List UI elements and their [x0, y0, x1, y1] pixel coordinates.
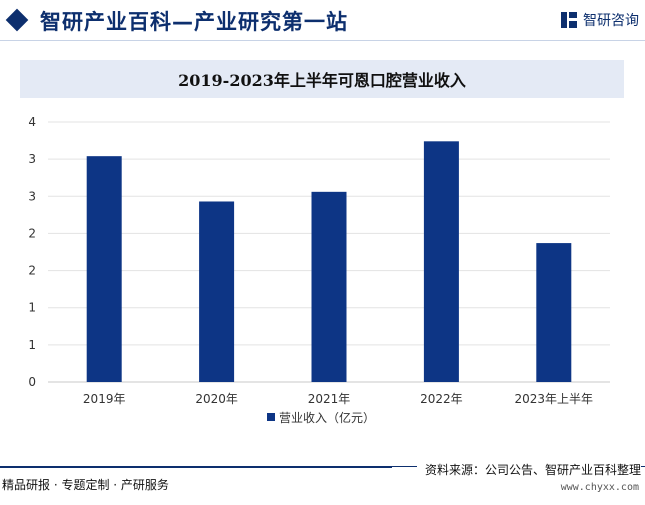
- website-url[interactable]: www.chyxx.com: [560, 482, 639, 493]
- page-header: 智研产业百科—产业研究第一站 智研咨询: [0, 0, 645, 44]
- legend-swatch: [267, 413, 275, 421]
- legend-label: 营业收入（亿元）: [279, 410, 375, 425]
- legend: 营业收入（亿元）: [267, 410, 375, 425]
- x-tick-label: 2021年: [308, 392, 351, 406]
- y-tick-label: 0: [28, 375, 36, 389]
- footer-services: 精品研报 · 专题定制 · 产研服务: [2, 478, 169, 492]
- bar: [86, 156, 122, 382]
- x-tick-label: 2019年: [83, 392, 126, 406]
- y-tick-label: 3: [28, 189, 36, 203]
- x-axis-ticks: 2019年 2020年 2021年 2022年 2023年上半年: [83, 392, 593, 406]
- bar: [423, 141, 459, 382]
- header-divider: [0, 40, 645, 41]
- data-source: 资料来源：公司公告、智研产业百科整理: [416, 461, 641, 478]
- bar: [199, 201, 235, 382]
- footer-divider: [0, 466, 392, 468]
- diamond-icon: [5, 8, 29, 32]
- brand[interactable]: 智研咨询: [559, 10, 639, 30]
- y-tick-label: 4: [28, 115, 36, 129]
- chart-title: 2019-2023年上半年可恩口腔营业收入: [178, 71, 466, 90]
- bar: [536, 243, 572, 382]
- bar: [311, 191, 347, 382]
- bar-chart: 0 1 1 2 2 3 3 4 2019年 2020年 2021年 2022年 2023年上半年 营业…: [28, 115, 610, 425]
- y-tick-label: 1: [28, 338, 36, 352]
- brand-logo-icon: [559, 10, 579, 30]
- y-tick-label: 2: [28, 264, 36, 278]
- y-tick-label: 1: [28, 301, 36, 315]
- y-axis-ticks: 0 1 1 2 2 3 3 4: [28, 115, 36, 389]
- bars: [86, 141, 572, 382]
- x-tick-label: 2022年: [420, 392, 463, 406]
- brand-name: 智研咨询: [583, 13, 639, 29]
- header-title: 智研产业百科—产业研究第一站: [40, 10, 348, 34]
- x-tick-label: 2020年: [195, 392, 238, 406]
- y-tick-label: 2: [28, 226, 36, 240]
- chart-title-band: 2019-2023年上半年可恩口腔营业收入: [20, 60, 624, 98]
- y-tick-label: 3: [28, 152, 36, 166]
- x-tick-label: 2023年上半年: [515, 392, 594, 406]
